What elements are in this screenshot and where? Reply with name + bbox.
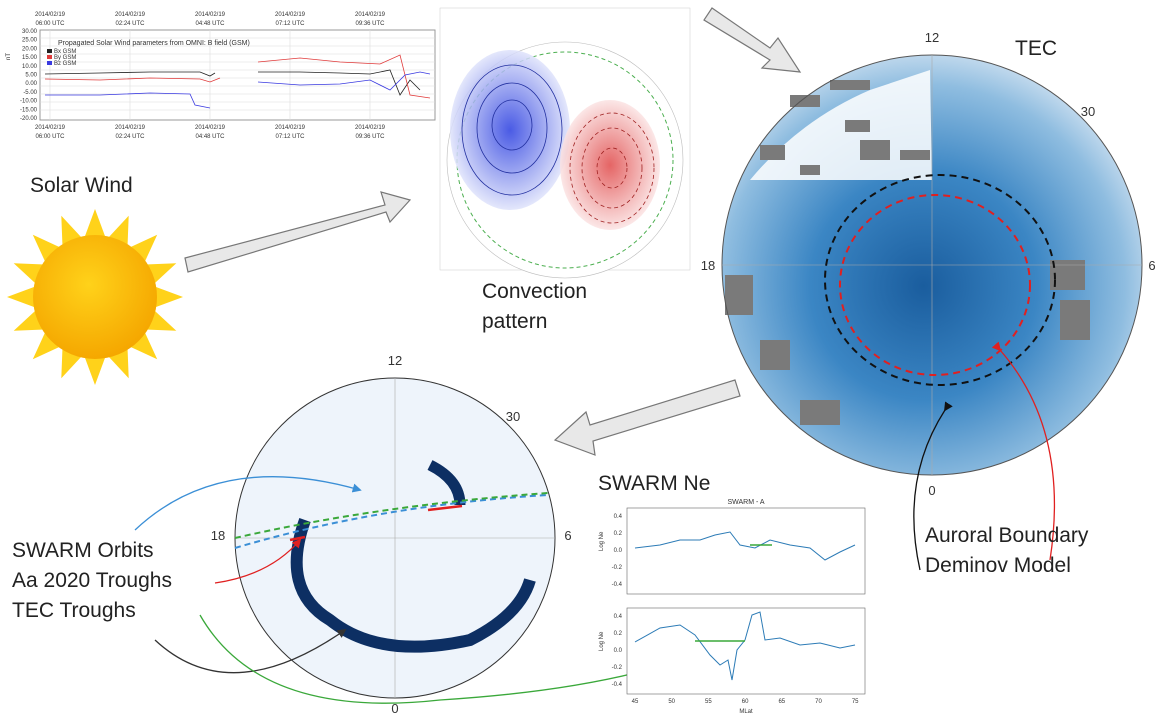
x-tick-label: 75 [852,699,859,705]
solar-wind-label: Solar Wind [30,174,133,197]
x-tick-time: 02:24 UTC [115,21,145,27]
swarm-panel: Log Ne MLat [599,608,865,715]
x-tick-time: 09:36 UTC [355,134,385,140]
dial-label: 30 [1081,104,1095,119]
convection-pattern: Convection pattern [440,8,690,333]
sun-ray [84,209,105,238]
y-tick-label: -0.2 [612,565,623,571]
y-axis-label: nT [6,53,12,60]
y-tick-label: 25.00 [22,38,38,44]
legend-label: TEC Troughs [12,599,136,622]
x-tick-label: 70 [815,699,822,705]
tec-map: 12 30 18 6 0 TEC [701,30,1156,498]
swarm-ne-title: SWARM Ne [598,472,710,495]
flow-arrow [185,192,410,272]
x-tick-date: 2014/02/19 [195,125,226,131]
sun-ray [154,286,183,307]
x-tick-date: 2014/02/19 [35,12,66,18]
x-tick-time: 06:00 UTC [35,134,65,140]
y-axis-label: Log Ne [599,631,605,651]
x-tick-label: 45 [632,699,639,705]
x-tick-label: 60 [742,699,749,705]
y-tick-label: 0.2 [614,631,623,637]
flow-arrow [555,380,740,455]
dial-label: 18 [211,528,225,543]
convection-label: Convection [482,280,587,303]
tec-title: TEC [1015,37,1057,60]
dial-label: 12 [388,353,402,368]
y-tick-label: 30.00 [22,29,38,35]
y-tick-label: 20.00 [22,46,38,52]
x-tick-date: 2014/02/19 [115,12,146,18]
x-tick-date: 2014/02/19 [355,125,386,131]
dial-label: 18 [701,258,715,273]
solar-wind-plot: Propagated Solar Wind parameters from OM… [6,12,435,140]
sun-ray [84,356,105,385]
dial-label: 12 [925,30,939,45]
y-tick-label: 0.4 [614,514,623,520]
plot-title: Propagated Solar Wind parameters from OM… [58,40,250,47]
x-tick-label: 65 [778,699,785,705]
diagram: Propagated Solar Wind parameters from OM… [0,0,1162,715]
sun-ray [7,286,36,307]
convection-label: pattern [482,310,547,333]
x-tick-date: 2014/02/19 [195,12,226,18]
dial-label: 30 [506,409,520,424]
legend-entry: Bz GSM [54,61,76,67]
x-tick-time: 06:00 UTC [35,21,65,27]
y-tick-label: 0.00 [25,81,37,87]
panel-title: SWARM - A [727,499,764,506]
y-tick-label: 0.0 [614,648,623,654]
x-tick-date: 2014/02/19 [35,125,66,131]
y-tick-label: -0.2 [612,665,623,671]
y-axis-label: Log Ne [599,531,605,551]
y-tick-label: -15.00 [20,107,38,113]
y-tick-label: 5.00 [25,73,37,79]
x-tick-label: 55 [705,699,712,705]
x-tick-label: 50 [668,699,675,705]
x-tick-time: 02:24 UTC [115,134,145,140]
swarm-panel: Log Ne [599,508,865,594]
dial-label: 0 [928,483,935,498]
auroral-label: Auroral Boundary [925,524,1089,547]
y-tick-label: 0.4 [614,614,623,620]
y-tick-label: -10.00 [20,99,38,105]
swarm-orbit-map: 12 30 18 6 0 [211,353,572,715]
y-tick-label: 0.2 [614,531,623,537]
y-tick-label: -20.00 [20,116,38,122]
x-tick-time: 07:12 UTC [275,21,305,27]
y-tick-label: 15.00 [22,55,38,61]
x-tick-time: 04:48 UTC [195,21,225,27]
x-tick-time: 04:48 UTC [195,134,225,140]
y-tick-label: -0.4 [612,582,623,588]
x-axis-label: MLat [739,709,753,715]
y-tick-label: -5.00 [23,90,37,96]
x-tick-date: 2014/02/19 [115,125,146,131]
dial-label: 6 [564,528,571,543]
legend-label: Aa 2020 Troughs [12,569,172,592]
y-tick-label: 10.00 [22,64,38,70]
x-tick-time: 07:12 UTC [275,134,305,140]
y-tick-label: 0.0 [614,548,623,554]
auroral-label: Deminov Model [925,554,1071,577]
flow-arrow [704,8,800,72]
dial-label: 6 [1148,258,1155,273]
sun-icon [7,209,183,385]
x-tick-date: 2014/02/19 [275,125,306,131]
legend-label: SWARM Orbits [12,539,154,562]
x-tick-date: 2014/02/19 [355,12,386,18]
x-tick-date: 2014/02/19 [275,12,306,18]
y-tick-label: -0.4 [612,682,623,688]
x-tick-time: 09:36 UTC [355,21,385,27]
